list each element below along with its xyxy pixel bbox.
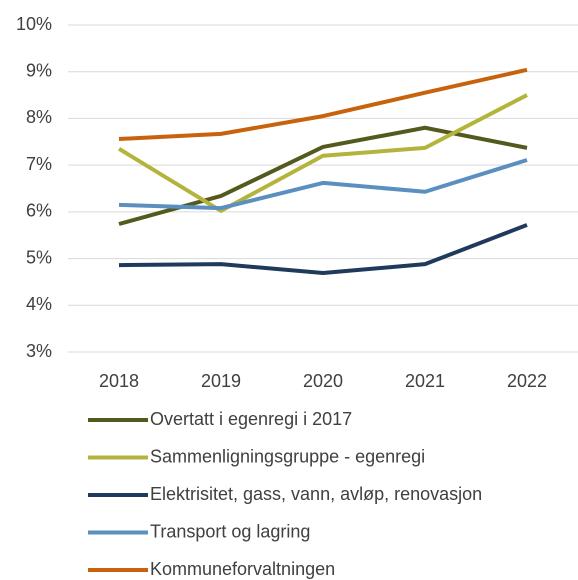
y-tick-label: 10%	[16, 14, 52, 34]
y-tick-label: 8%	[26, 107, 52, 127]
y-tick-label: 5%	[26, 247, 52, 267]
series-line	[118, 223, 528, 276]
x-tick-label: 2022	[507, 371, 547, 391]
series-line	[118, 158, 528, 211]
legend-label: Sammenligningsgruppe - egenregi	[150, 446, 425, 466]
x-tick-label: 2021	[405, 371, 445, 391]
legend-label: Overtatt i egenregi i 2017	[150, 409, 352, 429]
y-tick-label: 3%	[26, 341, 52, 361]
legend-label: Kommuneforvaltningen	[150, 559, 335, 579]
series-line	[118, 67, 528, 141]
y-tick-label: 6%	[26, 201, 52, 221]
series-line	[118, 125, 528, 226]
series-line	[117, 93, 528, 213]
y-tick-label: 7%	[26, 154, 52, 174]
legend-label: Elektrisitet, gass, vann, avløp, renovas…	[150, 484, 482, 504]
y-tick-label: 4%	[26, 294, 52, 314]
legend-label: Transport og lagring	[150, 521, 310, 541]
x-tick-label: 2020	[303, 371, 343, 391]
x-tick-label: 2019	[201, 371, 241, 391]
y-tick-label: 9%	[26, 60, 52, 80]
x-tick-label: 2018	[99, 371, 139, 391]
